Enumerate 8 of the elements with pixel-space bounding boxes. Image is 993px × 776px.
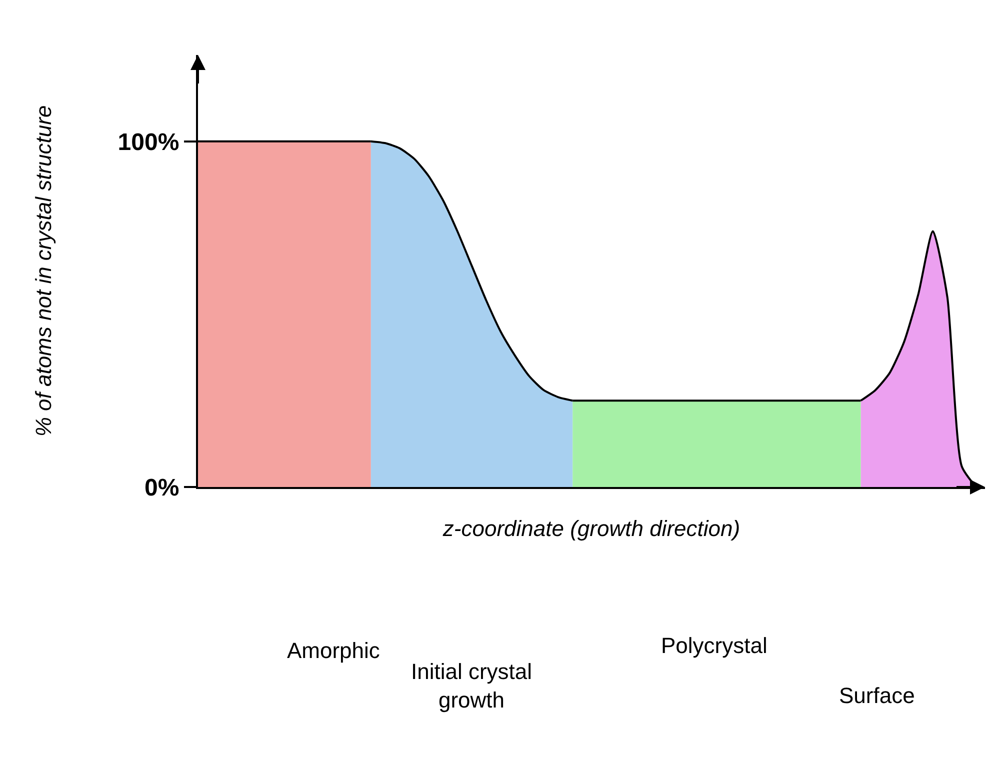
y-axis-title: % of atoms not in crystal structure <box>31 105 56 437</box>
x-axis-title: z-coordinate (growth direction) <box>442 516 740 541</box>
text: Amorphic <box>287 638 380 663</box>
text: Initial crystal growth <box>411 659 532 713</box>
y-tick-label: 100% <box>118 128 180 156</box>
y-tick-label: 0% <box>144 474 180 502</box>
text: Polycrystal <box>661 633 768 658</box>
text: Surface <box>839 683 915 708</box>
